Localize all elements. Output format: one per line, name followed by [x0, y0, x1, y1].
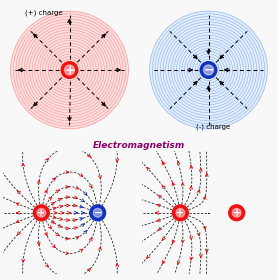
Text: −: − [94, 208, 102, 218]
Text: +: + [37, 208, 45, 218]
Circle shape [203, 65, 214, 75]
Circle shape [172, 205, 188, 221]
Circle shape [11, 11, 128, 129]
Circle shape [33, 205, 49, 221]
Circle shape [232, 208, 241, 217]
Text: (-) charge: (-) charge [196, 123, 230, 130]
Text: +: + [176, 208, 184, 218]
Circle shape [150, 11, 267, 129]
Circle shape [176, 208, 185, 217]
Circle shape [64, 65, 75, 75]
Circle shape [93, 208, 102, 217]
Text: +: + [64, 64, 75, 76]
Text: (+) charge: (+) charge [25, 10, 62, 17]
Circle shape [37, 208, 46, 217]
Text: −: − [203, 64, 214, 76]
Circle shape [61, 62, 78, 78]
Circle shape [200, 62, 217, 78]
Circle shape [229, 205, 245, 221]
Circle shape [90, 205, 106, 221]
Text: Electromagnetism: Electromagnetism [93, 141, 185, 150]
Text: +: + [233, 208, 241, 218]
